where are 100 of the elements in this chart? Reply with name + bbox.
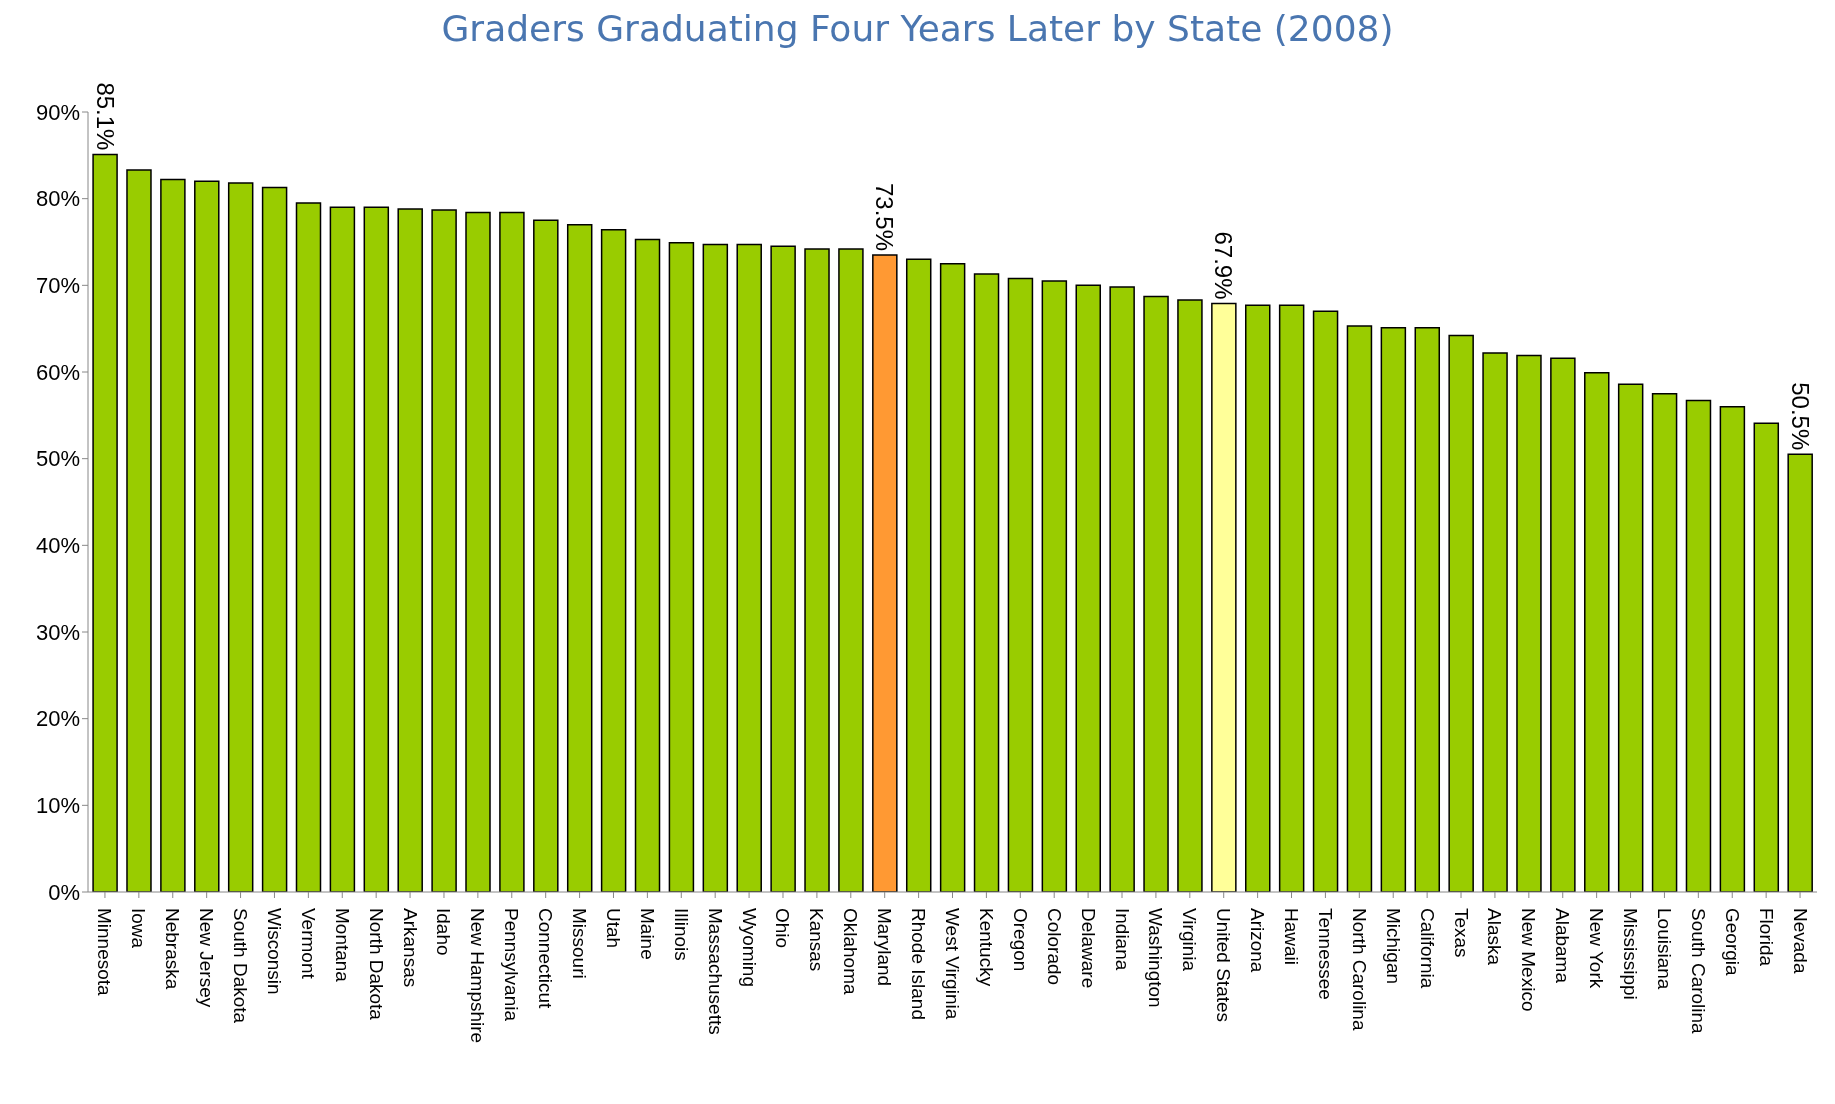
bar <box>1753 422 1780 892</box>
bar <box>1007 277 1034 892</box>
bar <box>838 248 864 892</box>
x-tick-label: United States <box>1213 908 1235 1023</box>
bar <box>1787 453 1813 892</box>
bar <box>1550 357 1576 892</box>
x-tick-label: Maine <box>636 908 658 960</box>
x-tick-label: Michigan <box>1382 908 1404 985</box>
bar <box>1685 399 1712 892</box>
x-tick-label: Massachusetts <box>704 908 726 1035</box>
bar <box>499 211 525 892</box>
x-tick-label: Maryland <box>874 908 896 987</box>
y-tick-label: 80% <box>35 186 80 212</box>
bar <box>905 258 932 892</box>
x-tick-label: Washington <box>1145 908 1167 1008</box>
bar <box>329 206 356 892</box>
x-tick-label: Texas <box>1450 908 1472 958</box>
bar <box>261 186 288 892</box>
x-tick-label: Idaho <box>433 908 455 956</box>
y-tick-label: 30% <box>35 619 80 645</box>
x-tick-label: Oklahoma <box>840 908 862 996</box>
x-tick-label: Georgia <box>1721 908 1743 977</box>
bar <box>1041 280 1068 892</box>
bar <box>600 229 627 892</box>
x-tick-label: South Dakota <box>230 908 252 1024</box>
x-tick-label: Vermont <box>297 908 319 980</box>
bar <box>736 243 762 892</box>
bar <box>160 178 186 892</box>
chart-title: Graders Graduating Four Years Later by State (2008) <box>440 8 1395 51</box>
x-tick-label: West Virginia <box>942 908 963 1020</box>
bar <box>92 153 118 892</box>
x-tick-label: Louisiana <box>1653 908 1675 990</box>
bar <box>227 182 254 892</box>
bar <box>465 211 491 892</box>
bar <box>770 245 796 892</box>
bar <box>566 223 593 892</box>
bar <box>1109 286 1135 892</box>
bar <box>533 219 559 892</box>
bar <box>702 243 729 892</box>
bar <box>126 169 152 892</box>
x-tick-label: Alabama <box>1552 908 1574 984</box>
x-tick-label: Ohio <box>772 908 794 949</box>
x-tick-label: North Carolina <box>1348 908 1370 1031</box>
bar <box>1414 327 1441 892</box>
x-tick-label: Virginia <box>1179 908 1201 972</box>
bar <box>1651 392 1678 892</box>
x-tick-label: Indiana <box>1111 908 1133 971</box>
x-tick-label: Hawaii <box>1281 908 1303 966</box>
x-tick-label: New Mexico <box>1518 908 1540 1012</box>
x-tick-label: Tennessee <box>1314 908 1336 1000</box>
bar <box>1312 310 1339 892</box>
bar <box>194 180 220 892</box>
x-tick-label: Minnesota <box>94 908 116 997</box>
bar <box>397 208 423 892</box>
x-tick-label: Rhode Island <box>908 908 930 1020</box>
bar <box>939 262 966 892</box>
x-tick-label: Kentucky <box>975 908 997 987</box>
y-tick-label: 0% <box>48 879 80 905</box>
bar <box>295 202 322 892</box>
x-tick-label: Colorado <box>1043 908 1065 986</box>
bar <box>634 238 661 892</box>
x-tick-label: New Jersey <box>196 908 218 1008</box>
x-tick-label: Wisconsin <box>263 908 285 995</box>
bar <box>668 242 695 892</box>
bar <box>1719 405 1746 892</box>
bar <box>431 209 457 892</box>
bar <box>1380 327 1407 892</box>
x-tick-label: New York <box>1586 908 1608 989</box>
x-tick-label: New Hampshire <box>467 908 489 1044</box>
bar <box>1516 354 1542 892</box>
data-label: 67.9% <box>1210 231 1238 300</box>
bar <box>1143 295 1169 892</box>
y-tick-label: 50% <box>35 446 80 472</box>
x-tick-label: Nevada <box>1789 908 1811 974</box>
x-tick-label: Delaware <box>1077 908 1099 989</box>
x-tick-label: Mississippi <box>1620 908 1642 1000</box>
x-tick-label: Arizona <box>1247 908 1269 973</box>
bar <box>804 248 830 892</box>
bar <box>1075 284 1101 892</box>
y-tick-label: 90% <box>35 99 80 125</box>
bar <box>1211 302 1237 892</box>
x-tick-label: Utah <box>602 908 624 949</box>
x-tick-label: Wyoming <box>738 908 760 988</box>
data-label: 50.5% <box>1786 382 1814 451</box>
bar <box>1278 304 1305 892</box>
data-label: 73.5% <box>871 182 899 251</box>
x-tick-label: Pennsylvania <box>501 908 523 1022</box>
x-tick-label: Alaska <box>1484 908 1506 966</box>
bar <box>1482 352 1508 892</box>
bar <box>1245 304 1271 892</box>
y-tick-label: 20% <box>35 706 80 732</box>
y-tick-label: 70% <box>35 273 80 299</box>
bar <box>1448 334 1474 892</box>
x-tick-label: Florida <box>1755 908 1777 967</box>
bar <box>1177 299 1203 892</box>
y-tick-label: 60% <box>35 359 80 385</box>
bar <box>363 206 390 892</box>
bar <box>872 254 898 892</box>
x-tick-label: Iowa <box>128 908 150 949</box>
bar <box>1584 372 1610 892</box>
